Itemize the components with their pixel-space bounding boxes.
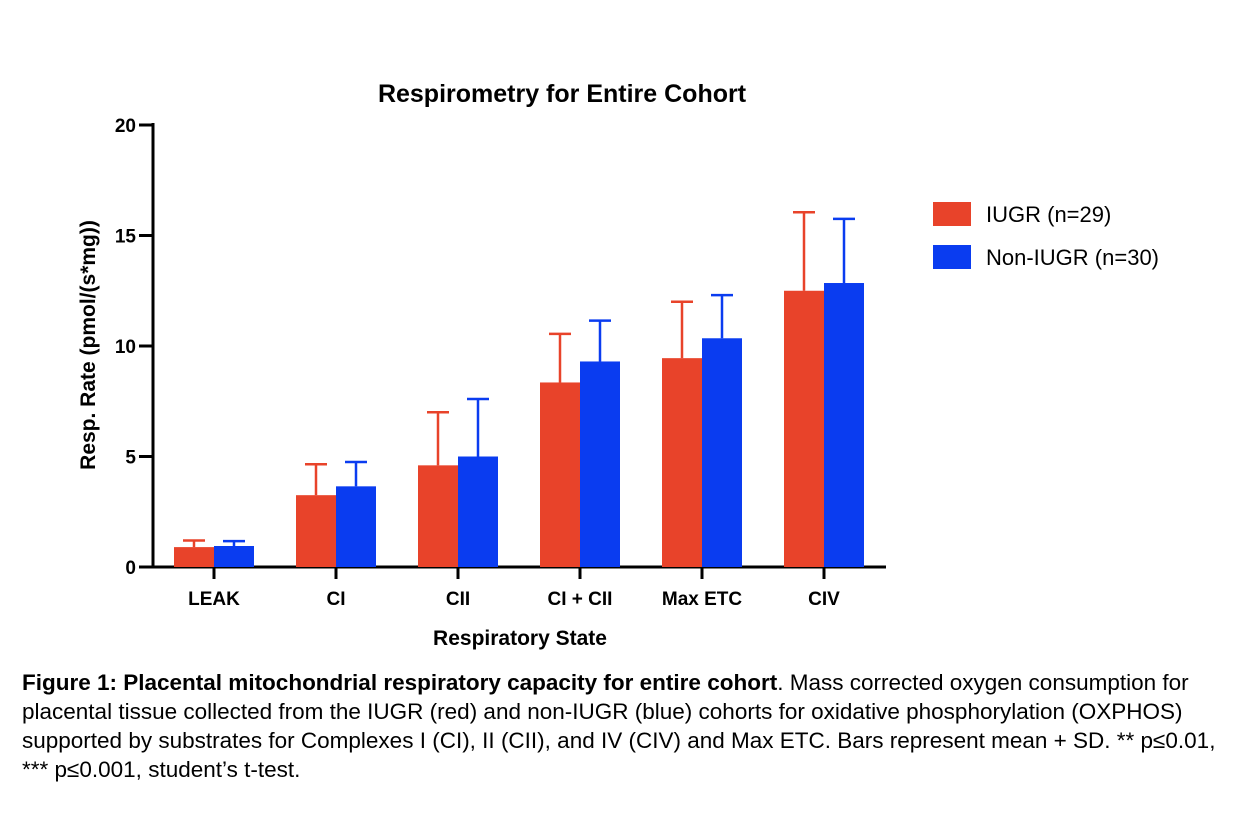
caption-text: . Mass corrected oxygen consumption for … bbox=[22, 670, 1216, 782]
bar-iugr bbox=[784, 290, 824, 567]
caption-bold-title: Figure 1: Placental mitochondrial respir… bbox=[22, 670, 778, 695]
x-axis-label: Respiratory State bbox=[433, 627, 607, 650]
legend-label: Non-IUGR (n=30) bbox=[986, 245, 1159, 270]
x-tick-label: CII bbox=[446, 589, 470, 610]
bar-iugr bbox=[540, 382, 580, 567]
legend: IUGR (n=29) Non-IUGR (n=30) bbox=[933, 202, 1159, 270]
y-tick-label: 15 bbox=[115, 227, 137, 248]
chart-title: Respirometry for Entire Cohort bbox=[378, 80, 747, 108]
y-tick-label: 5 bbox=[125, 448, 136, 469]
bar-non-iugr bbox=[702, 338, 742, 567]
x-tick-label: CI + CII bbox=[548, 589, 613, 610]
legend-label: IUGR (n=29) bbox=[986, 202, 1111, 227]
bar-non-iugr bbox=[458, 456, 498, 567]
bar-non-iugr bbox=[336, 486, 376, 567]
plot-area: 0 5 10 15 20 LEAK CI CII CI + CII Max ETC CIV bbox=[115, 116, 886, 610]
legend-swatch bbox=[933, 202, 971, 226]
bar-non-iugr bbox=[824, 283, 864, 567]
bar-chart: Respirometry for Entire Cohort Resp. Rat… bbox=[77, 80, 1159, 650]
y-tick-label: 10 bbox=[115, 337, 136, 358]
x-tick-label: Max ETC bbox=[662, 589, 743, 610]
x-tick-label: LEAK bbox=[188, 589, 240, 610]
bar-non-iugr bbox=[214, 546, 254, 567]
y-axis-label: Resp. Rate (pmol/(s*mg)) bbox=[77, 220, 100, 470]
x-tick-label: CI bbox=[327, 589, 346, 610]
bar-iugr bbox=[296, 495, 336, 567]
y-tick-label: 0 bbox=[125, 558, 136, 579]
y-tick-label: 20 bbox=[115, 116, 136, 137]
figure-caption: Figure 1: Placental mitochondrial respir… bbox=[22, 668, 1222, 784]
legend-swatch bbox=[933, 245, 971, 269]
bar-non-iugr bbox=[580, 361, 620, 567]
bar-iugr bbox=[662, 358, 702, 567]
x-tick-label: CIV bbox=[808, 589, 840, 610]
bar-iugr bbox=[174, 547, 214, 567]
bar-iugr bbox=[418, 465, 458, 567]
